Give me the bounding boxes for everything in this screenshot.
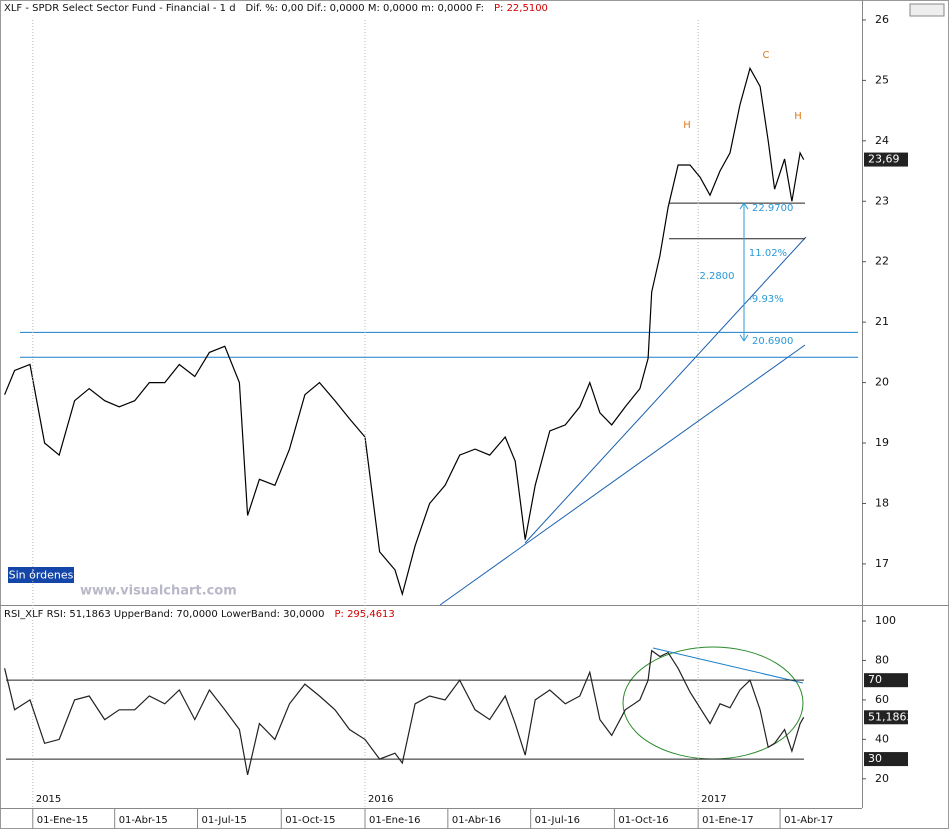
y-tick-label: 19 [875, 436, 889, 449]
watermark: www.visualchart.com [80, 584, 237, 599]
last-value-label: 51,1863 [868, 710, 914, 723]
x-tick-label: 01-Oct-15 [285, 815, 335, 826]
y-tick-label: 17 [875, 557, 889, 570]
x-tick-label: 01-Oct-16 [618, 815, 668, 826]
band-label: 70 [868, 673, 882, 686]
y-tick-label: 18 [875, 496, 889, 509]
header-text: P: 22,5100 [494, 3, 548, 14]
band-label: 30 [868, 752, 882, 765]
measure-label: 22.9700 [752, 203, 793, 214]
annotation: -9.93% [748, 294, 783, 305]
orders-badge-text[interactable]: Sin órdenes [9, 569, 74, 582]
x-tick-label: 01-Ene-15 [37, 815, 88, 826]
series-line [4, 66, 805, 597]
header-text: Dif. %: 0,00 Dif.: 0,0000 M: 0,0000 m: 0… [246, 3, 484, 14]
x-tick-label: 01-Ene-16 [369, 815, 420, 826]
trend-line [439, 344, 806, 606]
rsi-trend-line [652, 647, 804, 684]
band-label-box [864, 673, 908, 688]
x-tick-label: 01-Ene-17 [702, 815, 753, 826]
year-label: 2016 [368, 794, 393, 805]
header-text: XLF - SPDR Select Sector Fund - Financia… [4, 3, 236, 14]
last-value-label: 23,69 [868, 153, 900, 166]
window-control[interactable] [909, 3, 945, 17]
last-value-label-box [864, 710, 908, 725]
y-tick-label: 80 [875, 653, 889, 666]
y-tick-label: 100 [875, 614, 896, 627]
x-tick-label: 01-Jul-16 [535, 815, 580, 826]
arrow-head [739, 202, 749, 342]
y-tick-label: 24 [875, 134, 889, 147]
last-value-label-box [864, 152, 908, 167]
orders-badge[interactable] [8, 567, 74, 583]
y-tick-label: 20 [875, 772, 889, 785]
x-tick-label: 01-Abr-16 [452, 815, 501, 826]
annotation: 11.02% [749, 248, 787, 259]
x-tick-label: 01-Abr-15 [119, 815, 168, 826]
series-line [4, 649, 805, 776]
y-tick-label: 26 [875, 13, 889, 26]
annotation: H [683, 120, 691, 131]
y-tick-label: 22 [875, 255, 889, 268]
annotation: 2.2800 [700, 271, 735, 282]
year-label: 2017 [701, 794, 726, 805]
x-tick-label: 01-Jul-15 [202, 815, 247, 826]
panel-title: RSI_XLF RSI: 51,1863 UpperBand: 70,0000 … [4, 609, 324, 620]
y-tick-label: 21 [875, 315, 889, 328]
y-tick-label: 60 [875, 693, 889, 706]
year-label: 2015 [36, 794, 61, 805]
annotation: H [794, 111, 802, 122]
y-tick-label: 20 [875, 376, 889, 389]
annotation: C [763, 50, 770, 61]
y-tick-label: 23 [875, 194, 889, 207]
trend-line [524, 236, 807, 544]
y-tick-label: 25 [875, 73, 889, 86]
measure-label: 20.6900 [752, 336, 793, 347]
band-label-box [864, 752, 908, 767]
y-tick-label: 40 [875, 732, 889, 745]
x-tick-label: 01-Abr-17 [784, 815, 833, 826]
